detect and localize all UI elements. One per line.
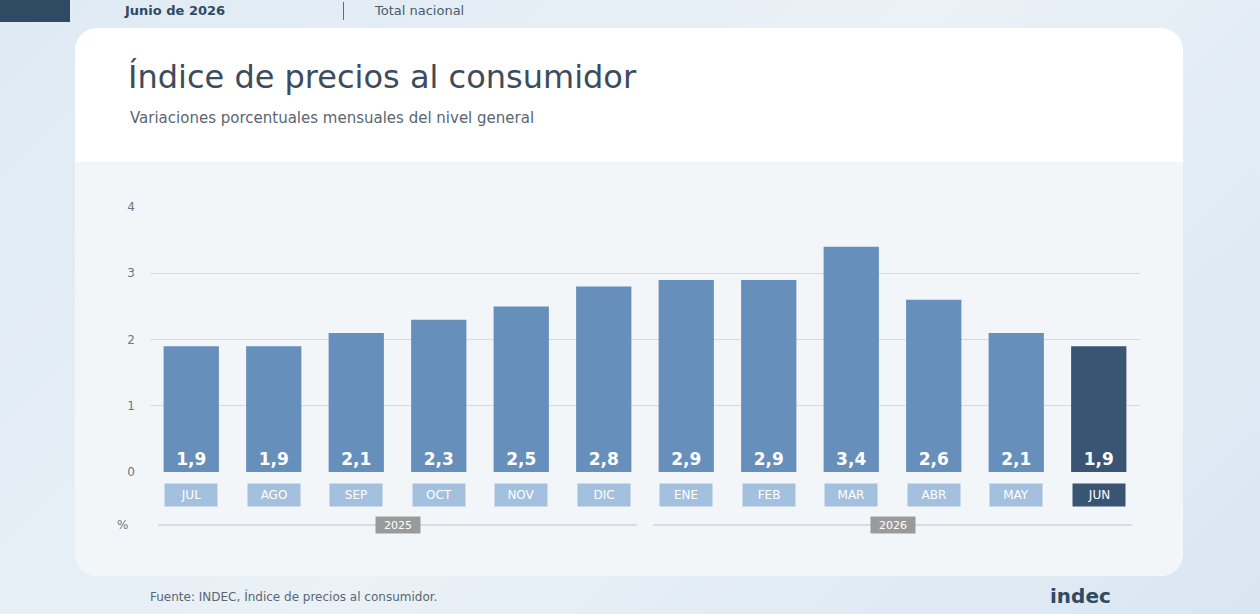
html-text:Variaciones porcentuales mensu: Variaciones porcentuales mensuales del n… bbox=[130, 109, 535, 127]
svg-text:1: 1 bbox=[127, 399, 135, 413]
svg-text:JUN: JUN bbox=[1088, 488, 1110, 502]
svg-text:AGO: AGO bbox=[261, 488, 288, 502]
svg-text:3,4: 3,4 bbox=[836, 449, 866, 469]
svg-text:ABR: ABR bbox=[922, 488, 947, 502]
svg-text:2,9: 2,9 bbox=[671, 449, 701, 469]
svg-text:2,1: 2,1 bbox=[341, 449, 371, 469]
svg-text:2026: 2026 bbox=[879, 519, 907, 532]
svg-text:1,9: 1,9 bbox=[1084, 449, 1114, 469]
svg-text:2,9: 2,9 bbox=[754, 449, 784, 469]
svg-text:SEP: SEP bbox=[345, 488, 367, 502]
html-text:Total nacional: Total nacional bbox=[375, 3, 465, 18]
svg-text:2,1: 2,1 bbox=[1001, 449, 1031, 469]
svg-text:MAY: MAY bbox=[1003, 488, 1029, 502]
svg-text:4: 4 bbox=[127, 200, 135, 214]
svg-text:1,9: 1,9 bbox=[176, 449, 206, 469]
svg-text:OCT: OCT bbox=[426, 488, 452, 502]
html-text:Fuente: INDEC, Índice de preci: Fuente: INDEC, Índice de precios al cons… bbox=[150, 590, 438, 604]
svg-text:NOV: NOV bbox=[507, 488, 534, 502]
svg-text:JUL: JUL bbox=[181, 488, 201, 502]
svg-text:0: 0 bbox=[127, 465, 135, 479]
svg-text:2025: 2025 bbox=[384, 519, 412, 532]
svg-text:2,6: 2,6 bbox=[919, 449, 949, 469]
html-text:indec: indec bbox=[1050, 584, 1111, 608]
html-text:Índice de precios al consumido: Índice de precios al consumidor bbox=[128, 58, 637, 96]
svg-text:ENE: ENE bbox=[674, 488, 698, 502]
svg-text:1,9: 1,9 bbox=[259, 449, 289, 469]
svg-text:2,3: 2,3 bbox=[424, 449, 454, 469]
svg-text:%: % bbox=[117, 518, 128, 532]
svg-text:FEB: FEB bbox=[758, 488, 781, 502]
svg-text:3: 3 bbox=[127, 266, 135, 280]
svg-text:MAR: MAR bbox=[838, 488, 865, 502]
svg-text:2: 2 bbox=[127, 333, 135, 347]
svg-text:DIC: DIC bbox=[593, 488, 614, 502]
html-text:Junio de 2026: Junio de 2026 bbox=[125, 3, 226, 18]
svg-text:2,5: 2,5 bbox=[506, 449, 536, 469]
svg-text:2,8: 2,8 bbox=[589, 449, 619, 469]
